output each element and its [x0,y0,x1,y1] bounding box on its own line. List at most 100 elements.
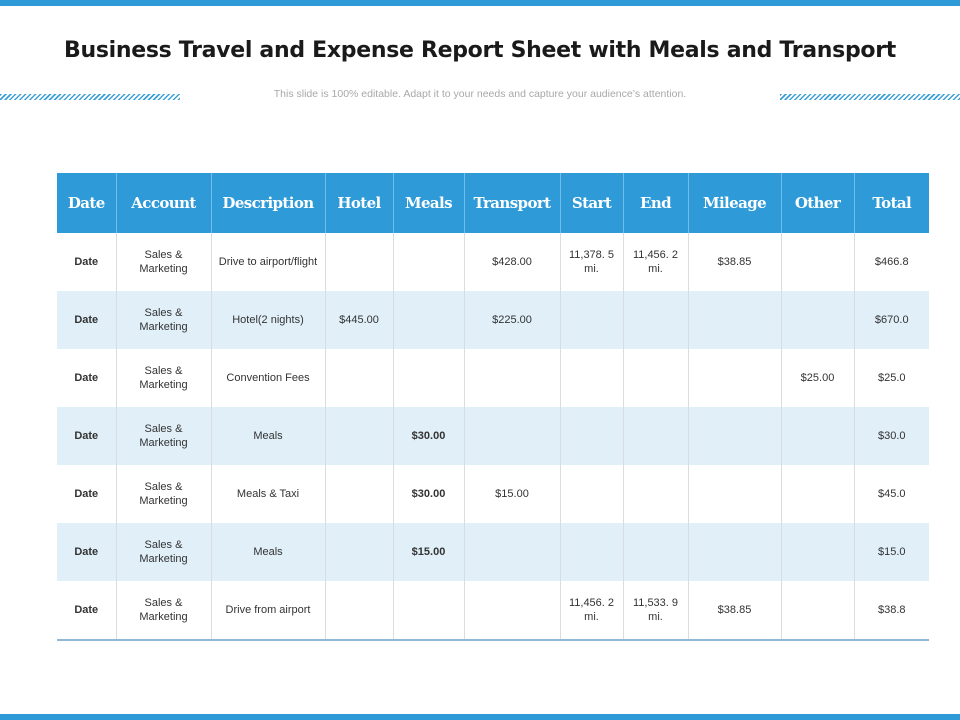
cell-hotel [324,233,393,291]
cell-hotel [324,407,393,465]
page-title: Business Travel and Expense Report Sheet… [63,38,896,63]
bottom-accent-bar [0,714,960,720]
table-row: Date Sales & Marketing Hotel(2 nights) $445… [57,291,929,349]
cell-mileage [687,465,781,523]
cell-meals [392,349,464,407]
cell-start [559,465,623,523]
cell-date: Date [57,407,116,465]
cell-account: Sales & Marketing [115,291,211,349]
header-end: End [622,173,688,233]
header-other: Other [780,173,854,233]
cell-other [780,407,854,465]
cell-date: Date [57,523,116,581]
cell-date: Date [74,256,99,268]
table-body: Date Sales & Marketing Drive to airport/fl… [57,233,929,641]
table-row: Date Sales & Marketing Meals & Taxi $30.00 $… [57,465,929,523]
cell-end [622,349,688,407]
cell-total: $38.8 [853,581,929,641]
cell-account: Sales & Marketing [115,407,211,465]
cell-mileage: $38.85 [687,233,781,291]
header-total: Total [853,173,929,233]
header-account: Account [115,173,211,233]
cell-account: Sales & Marketing [115,233,211,291]
page-subtitle: This slide is 100% editable. Adapt it to… [273,88,687,100]
cell-hotel: $445.00 [324,291,393,349]
table-row: Date Sales & Marketing Meals $15.00 $15.0 [57,523,929,581]
cell-meals [392,581,464,641]
cell-description: Meals & Taxi [210,465,325,523]
cell-mileage [687,523,781,581]
header-description: Description [210,173,325,233]
cell-transport [463,407,560,465]
cell-start: 11,456. 2 mi. [559,581,623,641]
cell-description: Meals [210,407,325,465]
expense-table: Date Account Description Hotel Meals Tra… [57,173,929,641]
cell-other [780,523,854,581]
cell-start [559,407,623,465]
cell-total: $30.0 [853,407,929,465]
cell-description: Meals [210,523,325,581]
cell-other [780,465,854,523]
table-row: Date Sales & Marketing Convention Fees $25.… [57,349,929,407]
table-header-row: Date Account Description Hotel Meals Tra… [57,173,929,233]
table-row: Date Sales & Marketing Drive to airport/fl… [57,233,929,291]
cell-description: Convention Fees [210,349,325,407]
cell-description: Drive from airport [210,581,325,641]
cell-date: Date [57,581,116,641]
cell-mileage [687,349,781,407]
cell-total: $25.0 [853,349,929,407]
cell-description: Drive to airport/flight [210,233,325,291]
decorative-hatch-right [780,94,960,100]
cell-end [622,465,688,523]
cell-account: Sales & Marketing [115,349,211,407]
cell-account: Sales & Marketing [115,465,211,523]
header-hotel: Hotel [324,173,393,233]
cell-total: $45.0 [853,465,929,523]
cell-account: Sales & Marketing [115,523,211,581]
header-date: Date [57,173,116,233]
cell-hotel [324,523,393,581]
cell-other [780,581,854,641]
cell-transport: $15.00 [463,465,560,523]
cell-meals [392,291,464,349]
cell-mileage [687,291,781,349]
cell-end [622,523,688,581]
cell-transport [463,349,560,407]
cell-account: Sales & Marketing [115,581,211,641]
cell-other [780,291,854,349]
header-meals: Meals [392,173,464,233]
header-start: Start [559,173,623,233]
cell-total: $670.0 [853,291,929,349]
cell-end [622,407,688,465]
cell-mileage [687,407,781,465]
cell-transport: $225.00 [463,291,560,349]
cell-meals [392,233,464,291]
cell-start [559,349,623,407]
cell-transport [463,523,560,581]
table-row: Date Sales & Marketing Drive from airport 1… [57,581,929,641]
cell-total: $466.8 [853,233,929,291]
cell-hotel [324,465,393,523]
cell-transport: $428.00 [463,233,560,291]
cell-meals: $15.00 [392,523,464,581]
cell-end [622,291,688,349]
header-transport: Transport [463,173,560,233]
cell-date: Date [74,488,99,500]
cell-mileage: $38.85 [687,581,781,641]
cell-hotel [324,349,393,407]
cell-other [780,233,854,291]
decorative-hatch-left [0,94,180,100]
cell-meals: $30.00 [392,407,464,465]
cell-start: 11,378. 5 mi. [559,233,623,291]
cell-date: Date [57,291,116,349]
cell-description: Hotel(2 nights) [210,291,325,349]
cell-start [559,291,623,349]
cell-hotel [324,581,393,641]
header-mileage: Mileage [687,173,781,233]
cell-transport [463,581,560,641]
top-accent-bar [0,0,960,6]
cell-meals: $30.00 [392,465,464,523]
cell-end: 11,533. 9 mi. [622,581,688,641]
cell-date: Date [74,372,99,384]
cell-other: $25.00 [780,349,854,407]
